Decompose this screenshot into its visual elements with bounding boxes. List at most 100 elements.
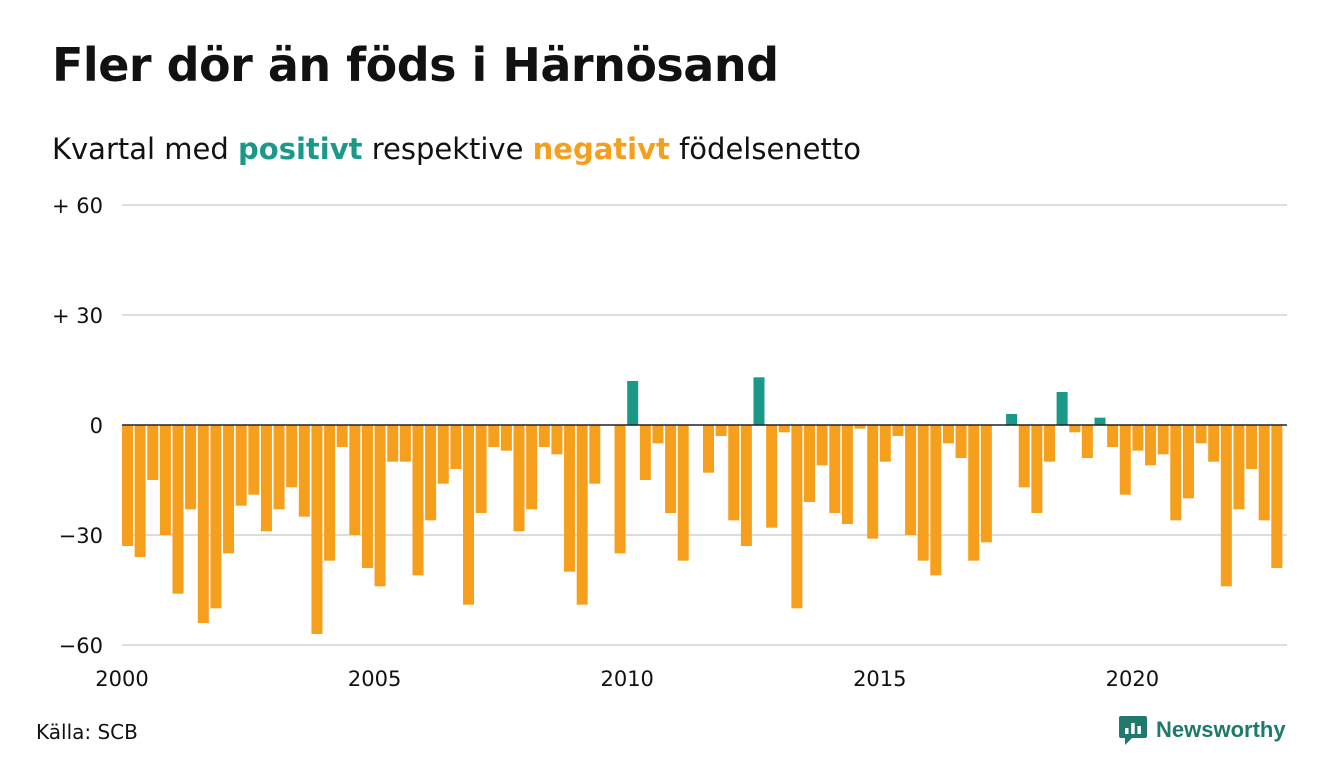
bar — [1094, 417, 1106, 425]
bar — [197, 425, 209, 623]
bar — [538, 425, 550, 447]
bar — [804, 425, 816, 502]
subtitle-middle: respektive — [362, 132, 533, 166]
bar — [942, 425, 954, 444]
subtitle-positive-word: positivt — [238, 132, 363, 166]
bar — [576, 425, 588, 605]
bar — [791, 425, 803, 609]
bar — [336, 425, 348, 447]
bar — [134, 425, 146, 557]
bar — [273, 425, 285, 510]
bar — [639, 425, 651, 480]
bar — [349, 425, 361, 535]
subtitle-prefix: Kvartal med — [52, 132, 239, 166]
chart-subtitle: Kvartal med positivt respektive negativt… — [52, 132, 861, 166]
bar — [526, 425, 538, 510]
bar — [374, 425, 386, 587]
bar — [488, 425, 500, 447]
bar — [425, 425, 437, 521]
bar — [361, 425, 373, 568]
bars — [122, 377, 1283, 634]
bar — [172, 425, 184, 594]
bar — [968, 425, 980, 561]
bar — [917, 425, 929, 561]
bar — [387, 425, 399, 462]
bar — [905, 425, 917, 535]
bar — [450, 425, 462, 469]
brand-name: Newsworthy — [1156, 717, 1286, 742]
bar — [1107, 425, 1119, 447]
y-tick-label: −60 — [59, 634, 103, 658]
x-tick-label: 2020 — [1106, 667, 1159, 691]
x-tick-label: 2015 — [853, 667, 906, 691]
bar — [1157, 425, 1169, 455]
bar — [1081, 425, 1093, 458]
bar — [980, 425, 992, 543]
bar — [614, 425, 626, 554]
subtitle-suffix: födelsenetto — [669, 132, 861, 166]
bar — [1132, 425, 1144, 451]
bar — [841, 425, 853, 524]
bar — [463, 425, 475, 605]
bar — [627, 381, 639, 425]
x-tick-label: 2000 — [95, 667, 148, 691]
bar — [1069, 425, 1081, 433]
bar — [147, 425, 159, 480]
bar — [1182, 425, 1194, 499]
bar — [740, 425, 752, 546]
bar — [500, 425, 512, 451]
bar — [879, 425, 891, 462]
bar — [1119, 425, 1131, 495]
bar — [766, 425, 778, 528]
bar — [1006, 414, 1018, 425]
bar — [248, 425, 260, 495]
bar — [210, 425, 222, 609]
bar — [930, 425, 942, 576]
bar — [816, 425, 828, 466]
brand-logo: Newsworthy — [1118, 714, 1286, 746]
bar — [1208, 425, 1220, 462]
bar — [1246, 425, 1258, 469]
bar — [1195, 425, 1207, 444]
bar — [1220, 425, 1232, 587]
bar-chart: + 60 + 30 0 −30 −60 2000 2005 2010 2015 2020 — [52, 194, 1287, 691]
bar — [728, 425, 740, 521]
bar — [1056, 392, 1068, 425]
bar — [1258, 425, 1270, 521]
bar — [652, 425, 664, 444]
axes: + 60 + 30 0 −30 −60 2000 2005 2010 2015 2020 — [52, 194, 1287, 691]
bar — [298, 425, 310, 517]
y-tick-label: 0 — [90, 414, 103, 438]
y-tick-label: + 60 — [52, 194, 103, 218]
subtitle-negative-word: negativt — [532, 132, 670, 166]
bar — [260, 425, 272, 532]
newsworthy-logo-icon — [1119, 716, 1147, 745]
bar — [589, 425, 601, 484]
bar — [513, 425, 525, 532]
bar — [324, 425, 336, 561]
bar — [677, 425, 689, 561]
bar — [1271, 425, 1283, 568]
source-note: Källa: SCB — [36, 720, 138, 744]
bar — [1031, 425, 1043, 513]
bar — [564, 425, 576, 572]
bar — [437, 425, 449, 484]
bar — [892, 425, 904, 436]
bar — [159, 425, 171, 535]
bar — [475, 425, 487, 513]
bar — [311, 425, 323, 634]
bar — [1170, 425, 1182, 521]
bar — [867, 425, 879, 539]
x-tick-label: 2005 — [348, 667, 401, 691]
bar — [1233, 425, 1245, 510]
x-tick-label: 2010 — [600, 667, 653, 691]
bar — [235, 425, 247, 506]
bar — [702, 425, 714, 473]
bar — [122, 425, 133, 546]
bar — [1145, 425, 1157, 466]
bar — [286, 425, 298, 488]
bar — [412, 425, 424, 576]
chart-title: Fler dör än föds i Härnösand — [52, 38, 779, 92]
y-tick-label: + 30 — [52, 304, 103, 328]
bar — [665, 425, 677, 513]
